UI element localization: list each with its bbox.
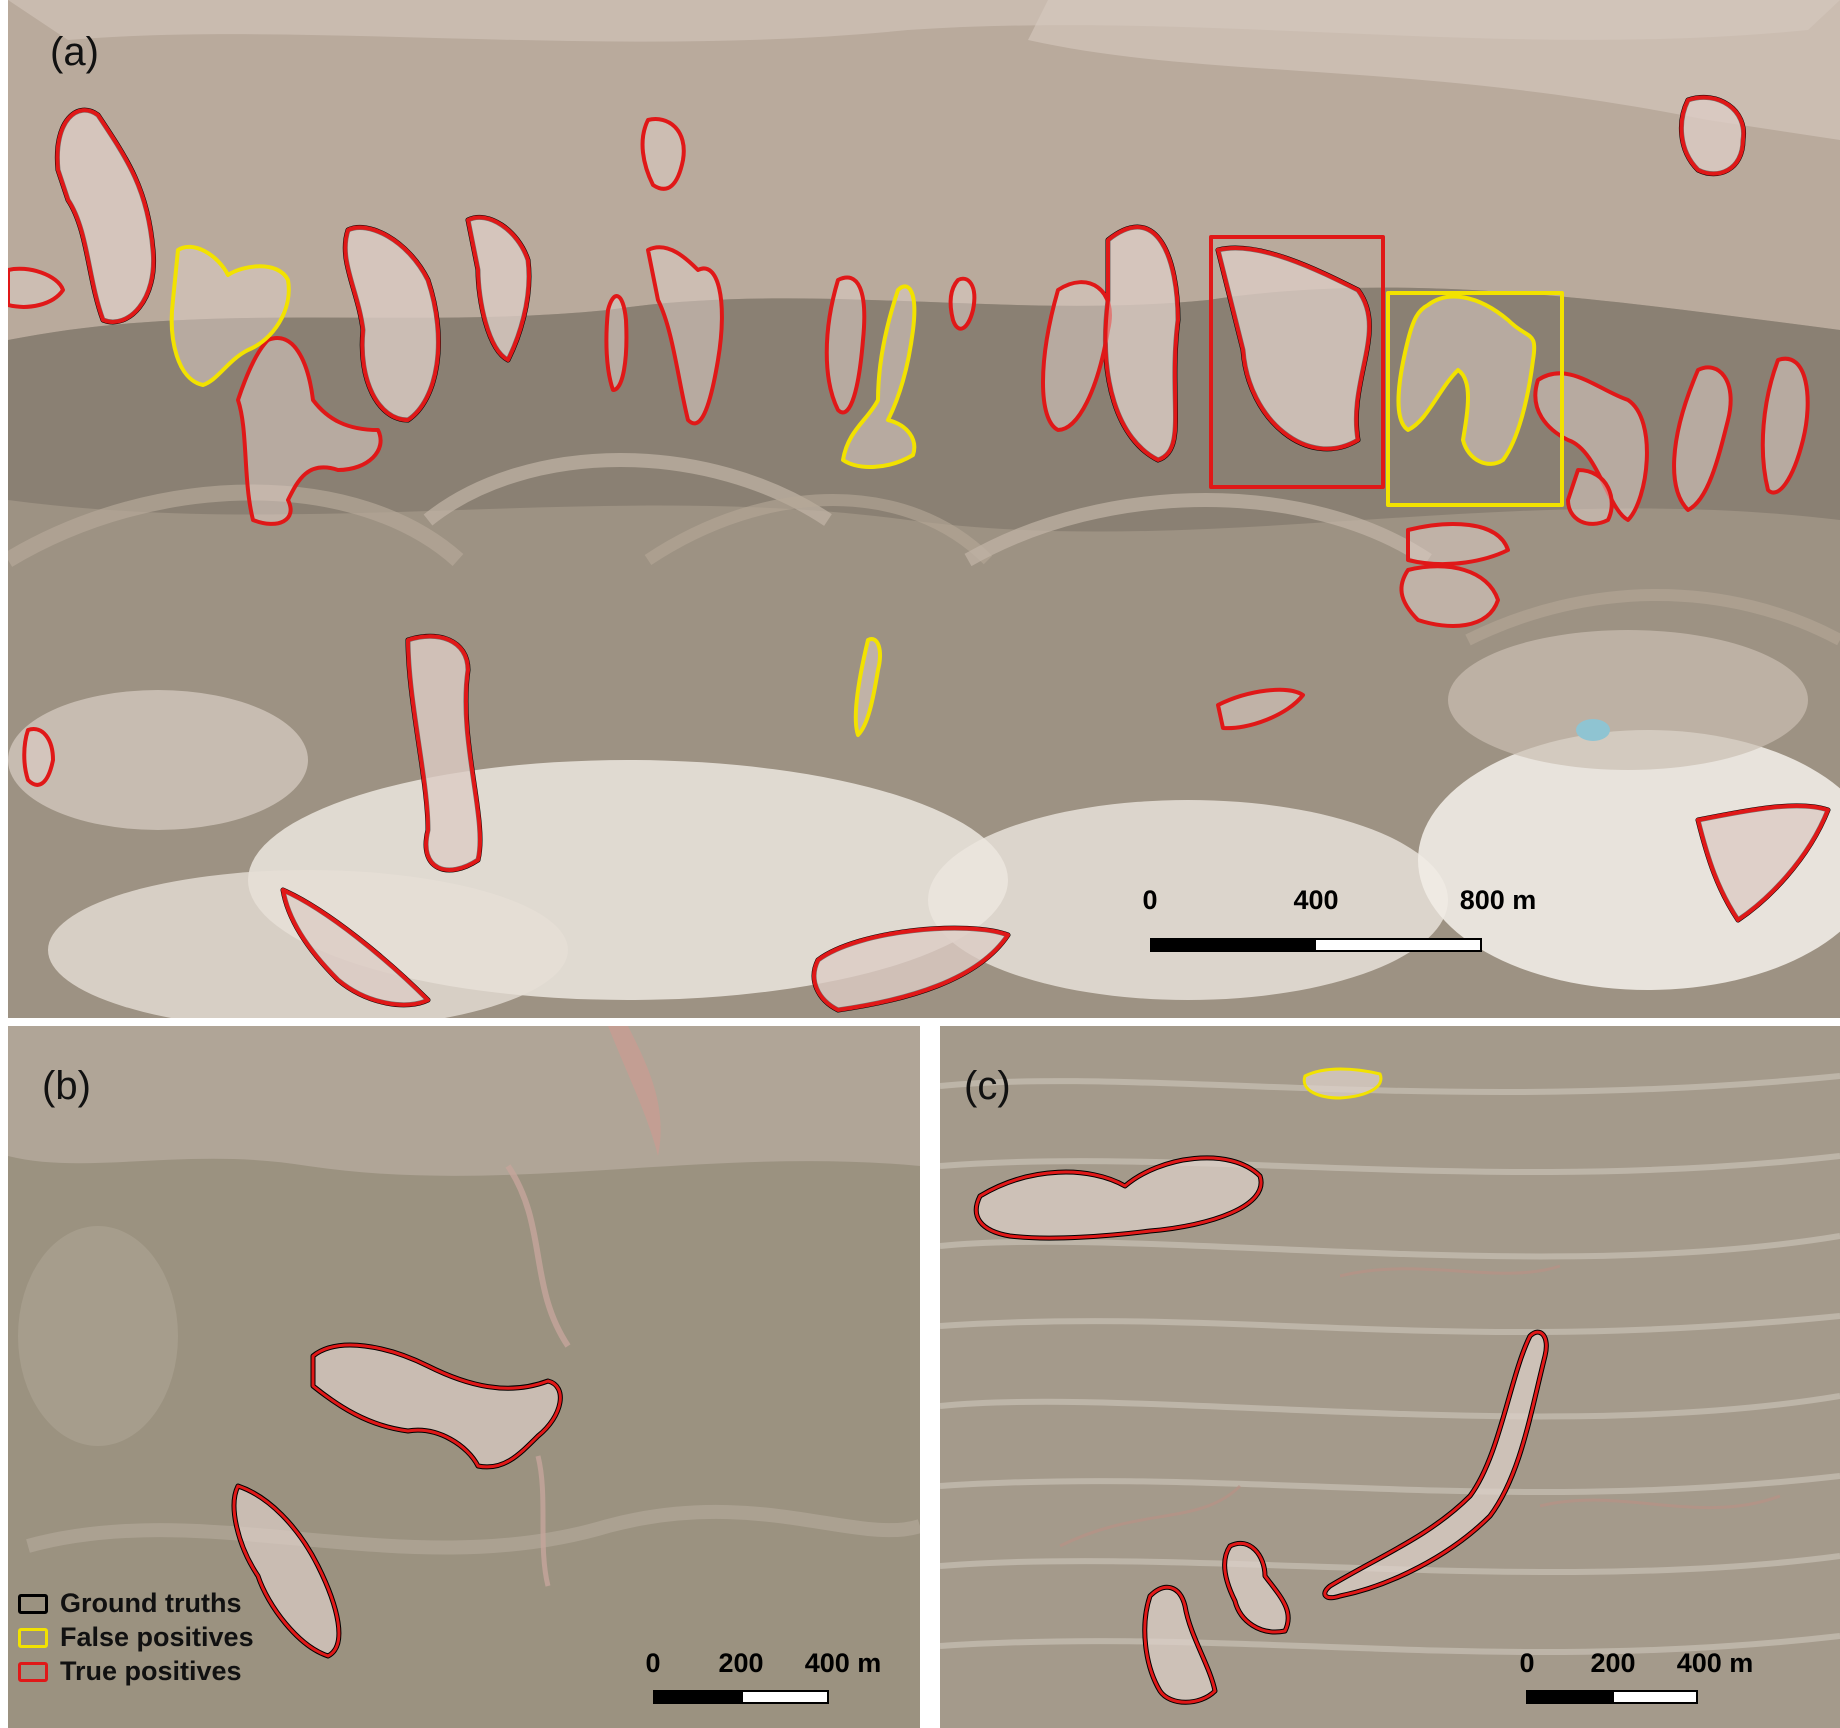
satellite-image-c: [940, 1026, 1840, 1728]
scale-tick-b-0: 0: [645, 1648, 661, 1678]
panel-a: (a) 0 400 800 m: [8, 0, 1840, 1018]
scale-tick-a-1: 400: [1293, 885, 1339, 915]
scale-tick-c-1: 200: [1590, 1648, 1636, 1678]
legend-label-true-positives: True positives: [60, 1656, 242, 1686]
scale-tick-a-2: 800 m: [1459, 885, 1537, 915]
legend-swatch-false-positives: [18, 1628, 48, 1648]
scale-tick-a-0: 0: [1142, 885, 1158, 915]
scale-bar-b-black: [653, 1690, 743, 1704]
scale-bar-c-black: [1526, 1690, 1614, 1704]
legend-swatch-true-positives: [18, 1662, 48, 1682]
legend-swatch-ground-truths: [18, 1594, 48, 1614]
scale-tick-c-0: 0: [1519, 1648, 1535, 1678]
scale-bar-b-white: [741, 1690, 829, 1704]
scale-bar-c: 0 200 400 m: [940, 1026, 1840, 1728]
panel-label-a: (a): [50, 30, 99, 74]
scale-bar-b: 0 200 400 m: [8, 1026, 920, 1728]
legend-label-false-positives: False positives: [60, 1622, 254, 1652]
scale-bar-a-black: [1150, 938, 1316, 952]
satellite-image-a: [8, 0, 1840, 1018]
scale-tick-c-2: 400 m: [1676, 1648, 1754, 1678]
scale-tick-b-2: 400 m: [804, 1648, 882, 1678]
scale-bar-a-white: [1314, 938, 1482, 952]
scale-tick-b-1: 200: [718, 1648, 764, 1678]
panel-label-b: (b): [42, 1064, 91, 1108]
scale-bar-a: 0 400 800 m: [8, 0, 1840, 1018]
satellite-image-b: [8, 1026, 920, 1728]
panel-b: (b) Ground truths False positives True p…: [8, 1026, 920, 1728]
scale-bar-c-white: [1612, 1690, 1698, 1704]
legend-label-ground-truths: Ground truths: [60, 1588, 242, 1618]
panel-c: (c) 0 200 400 m: [940, 1026, 1840, 1728]
panel-label-c: (c): [964, 1064, 1011, 1108]
